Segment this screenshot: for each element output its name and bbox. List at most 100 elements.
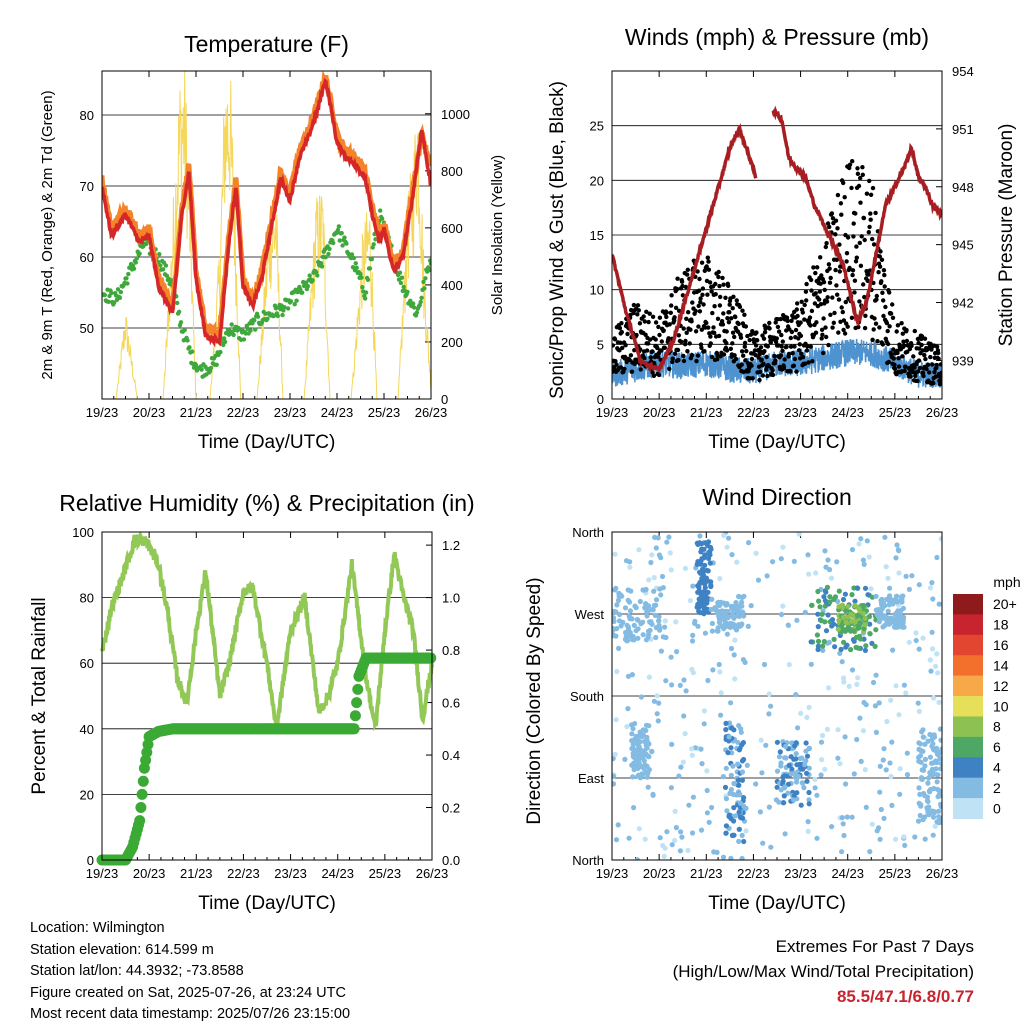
direction-point: [730, 763, 736, 769]
direction-point: [761, 661, 768, 668]
direction-point: [668, 654, 674, 660]
gust-point: [758, 369, 763, 374]
gust-point: [695, 353, 701, 358]
direction-point: [934, 651, 940, 657]
direction-point: [890, 601, 896, 607]
direction-point: [723, 830, 729, 836]
direction-point: [724, 631, 731, 637]
direction-point: [709, 804, 715, 811]
direction-point: [660, 634, 666, 640]
dewpoint-point: [163, 263, 169, 268]
direction-point: [653, 545, 659, 551]
dewpoint-point: [410, 301, 416, 306]
gust-point: [878, 249, 883, 254]
gust-point: [859, 234, 864, 239]
gust-point: [717, 303, 723, 308]
recent-data-text: Most recent data timestamp: 2025/07/26 2…: [30, 1006, 351, 1022]
precip-point: [352, 683, 364, 695]
direction-point: [627, 608, 634, 614]
latlon-text: Station lat/lon: 44.3932; -73.8588: [30, 963, 244, 979]
y-tick-label-right: 1000: [441, 107, 470, 122]
direction-point: [650, 791, 656, 798]
x-tick-label: 19/23: [86, 405, 119, 420]
direction-point: [639, 734, 645, 740]
dewpoint-point: [106, 299, 111, 304]
y-tick-label-right: 0: [441, 392, 448, 407]
direction-point: [915, 818, 922, 824]
direction-point: [655, 718, 661, 724]
dewpoint-point: [199, 367, 204, 372]
gust-point: [736, 321, 741, 327]
gust-point: [635, 303, 641, 308]
gust-point: [849, 185, 854, 191]
direction-point: [668, 785, 675, 791]
gust-point: [847, 265, 852, 271]
gust-point: [683, 338, 688, 344]
gust-point: [880, 290, 885, 295]
direction-point: [876, 700, 882, 706]
dewpoint-point: [323, 255, 328, 260]
gust-point: [900, 354, 905, 359]
direction-point: [638, 694, 645, 700]
direction-point: [683, 688, 689, 694]
direction-point: [931, 695, 937, 701]
gust-point: [760, 373, 766, 378]
colorbar-swatch: [953, 777, 983, 799]
gust-point: [759, 357, 764, 362]
direction-point: [846, 683, 852, 690]
gust-point: [755, 338, 760, 343]
gust-point: [723, 295, 728, 300]
y-axis-label-right: Solar Insolation (Yellow): [489, 155, 506, 315]
gust-point: [662, 345, 667, 350]
gust-point: [895, 350, 900, 356]
dewpoint-point: [265, 316, 270, 321]
direction-point: [648, 620, 654, 626]
direction-point: [661, 853, 667, 860]
gust-point: [641, 314, 646, 319]
direction-point: [764, 573, 770, 579]
plot-frame: [101, 70, 432, 400]
direction-point: [916, 582, 922, 588]
direction-point: [783, 755, 789, 761]
gust-point: [717, 283, 722, 289]
direction-point: [689, 638, 696, 644]
gust-point: [779, 332, 784, 338]
direction-point: [938, 536, 942, 542]
direction-point: [936, 818, 942, 824]
y-tick-label-right: 400: [441, 278, 463, 293]
direction-point: [728, 700, 734, 706]
precip-point: [137, 775, 149, 787]
direction-point: [922, 741, 928, 747]
direction-point: [889, 739, 895, 745]
direction-point: [680, 759, 686, 765]
direction-point: [774, 739, 781, 745]
gust-point: [828, 275, 833, 281]
gust-point: [862, 325, 868, 331]
direction-point: [736, 782, 742, 788]
direction-point: [768, 703, 774, 709]
x-axis-label: Time (Day/UTC): [708, 432, 846, 453]
y-tick-label-left: 60: [80, 656, 94, 671]
dewpoint-point: [411, 305, 417, 310]
direction-point: [791, 558, 797, 565]
direction-point: [822, 548, 828, 554]
direction-point: [902, 842, 908, 849]
direction-point: [686, 802, 692, 808]
gust-point: [749, 356, 755, 362]
direction-point: [732, 813, 739, 819]
direction-point: [936, 601, 942, 607]
direction-point: [633, 736, 639, 742]
direction-point: [613, 837, 620, 843]
gust-point: [800, 310, 805, 315]
colorbar-label: 14: [993, 657, 1009, 673]
dewpoint-point: [344, 241, 349, 246]
gust-point: [612, 337, 618, 342]
direction-point: [809, 602, 815, 608]
direction-point: [674, 649, 680, 655]
direction-point: [824, 584, 831, 591]
gust-point: [651, 373, 657, 378]
direction-point: [853, 634, 860, 641]
direction-point: [735, 777, 742, 783]
direction-point: [630, 726, 636, 732]
dewpoint-point: [418, 299, 423, 305]
